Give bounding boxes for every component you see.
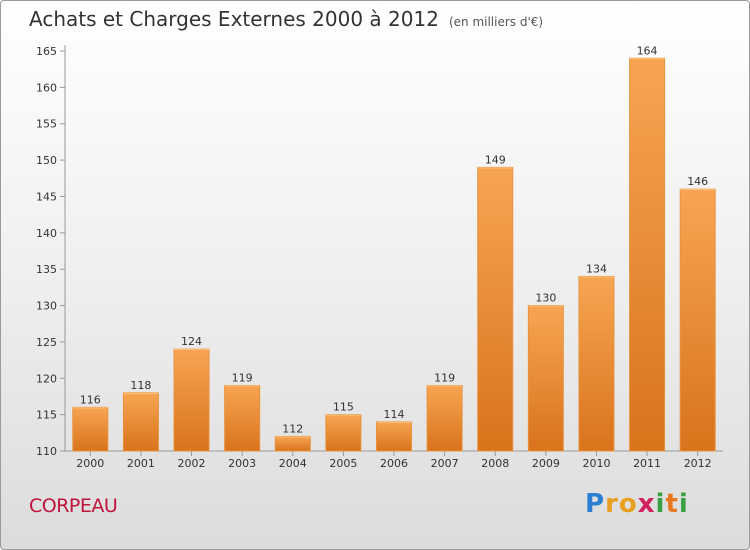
y-tick-label: 135	[36, 263, 57, 276]
bar-2005	[325, 414, 362, 452]
commune-name: CORPEAU	[29, 495, 118, 517]
data-label: 116	[80, 393, 101, 406]
x-tick-label: 2002	[178, 457, 206, 470]
y-tick-label: 160	[36, 81, 57, 94]
x-tick-label: 2006	[380, 457, 408, 470]
bar-2004	[274, 435, 311, 452]
bar-2006	[376, 421, 412, 452]
x-tick-label: 2011	[633, 457, 661, 470]
x-tick-label: 2007	[431, 457, 459, 470]
bar-2002	[173, 348, 210, 452]
bar-2007	[426, 385, 463, 452]
bar-2011	[629, 57, 666, 452]
y-tick-label: 145	[36, 190, 57, 203]
y-tick-label: 165	[36, 45, 57, 58]
data-label: 130	[535, 292, 556, 305]
data-label: 164	[637, 44, 658, 57]
y-tick-label: 150	[36, 154, 57, 167]
data-label: 134	[586, 262, 607, 275]
bar-2003	[224, 385, 261, 452]
data-label: 114	[384, 408, 405, 421]
y-tick-label: 120	[36, 372, 57, 385]
chart-subtitle: (en milliers d'€)	[448, 15, 544, 29]
y-tick-label: 130	[36, 300, 57, 313]
bar-2009	[527, 305, 564, 452]
x-tick-label: 2003	[228, 457, 256, 470]
data-label: 149	[485, 153, 506, 166]
x-tick-label: 2009	[532, 457, 560, 470]
labels: 116 2000 118 2001 124 2002 119 2003 112 2004 115 20…	[76, 44, 711, 470]
y-tick-label: 155	[36, 118, 57, 131]
data-label: 112	[282, 422, 303, 435]
proxiti-logo: Proxiti	[585, 489, 689, 519]
y-tick-label: 115	[36, 409, 57, 422]
x-tick-label: 2010	[582, 457, 610, 470]
chart-title: Achats et Charges Externes 2000 à 2012 (e…	[29, 7, 543, 31]
data-label: 124	[181, 335, 202, 348]
y-tick-label: 140	[36, 227, 57, 240]
x-tick-label: 2008	[481, 457, 509, 470]
y-tick-label: 125	[36, 336, 57, 349]
x-tick-label: 2005	[329, 457, 357, 470]
axes: 110 115 120 125 130 135 140 145 150 155 160 165	[36, 45, 723, 458]
bars	[72, 57, 716, 452]
bar-2012	[679, 188, 716, 452]
x-tick-label: 2001	[127, 457, 155, 470]
data-label: 146	[687, 175, 708, 188]
chart-title-text: Achats et Charges Externes 2000 à 2012	[29, 7, 439, 31]
data-label: 119	[232, 372, 253, 385]
x-tick-label: 2004	[279, 457, 307, 470]
bar-2010	[578, 275, 615, 452]
data-label: 119	[434, 372, 455, 385]
x-tick-label: 2012	[684, 457, 712, 470]
x-tick-label: 2000	[76, 457, 104, 470]
bar-2001	[122, 392, 159, 452]
data-label: 118	[130, 379, 151, 392]
bar-2008	[477, 166, 514, 452]
bar-2000	[72, 406, 109, 452]
data-label: 115	[333, 401, 354, 414]
y-tick-label: 110	[36, 445, 57, 458]
